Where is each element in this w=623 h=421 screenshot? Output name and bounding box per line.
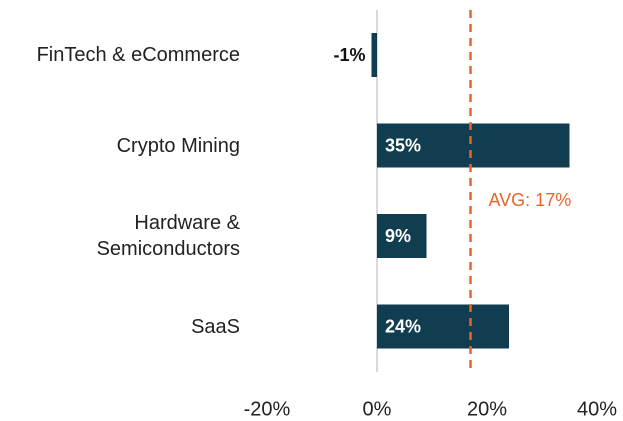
category-label: FinTech & eCommerce: [36, 44, 240, 66]
value-label: 35%: [385, 135, 421, 155]
value-label: 9%: [385, 226, 411, 246]
bar: [371, 33, 377, 77]
bar: [377, 304, 509, 349]
value-label: 24%: [385, 316, 421, 336]
value-label: -1%: [333, 45, 365, 65]
average-label: AVG: 17%: [489, 190, 572, 210]
x-tick-label: 0%: [363, 398, 392, 420]
category-label: SaaS: [191, 315, 240, 338]
x-tick-label: 40%: [577, 398, 617, 420]
x-tick-label: -20%: [244, 398, 291, 420]
category-label: Crypto Mining: [116, 134, 240, 157]
bar: [377, 214, 427, 258]
category-label: Hardware & Semiconductors: [96, 212, 240, 260]
x-tick-label: 20%: [467, 398, 507, 420]
bar: [377, 123, 570, 168]
